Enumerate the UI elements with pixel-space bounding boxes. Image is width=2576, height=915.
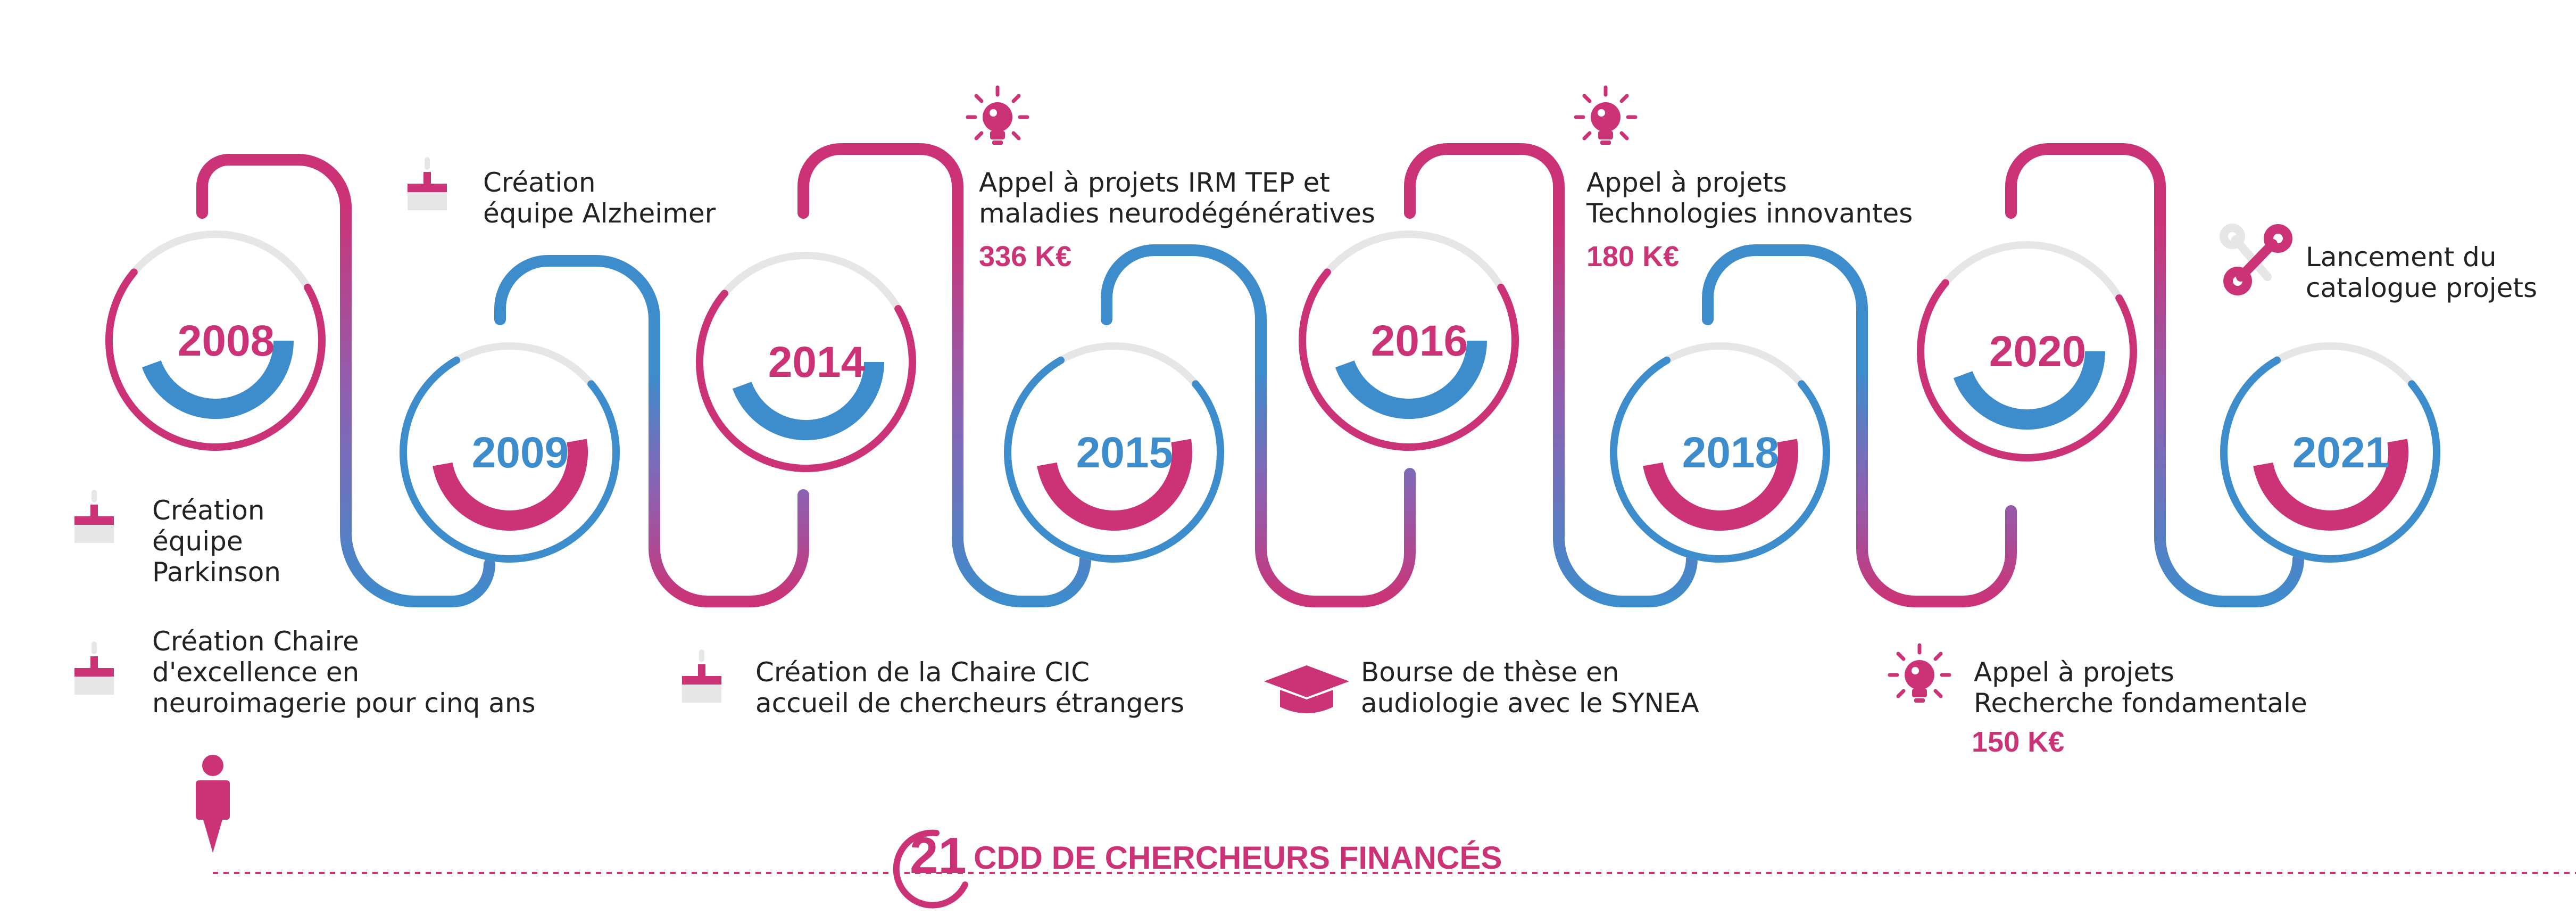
- footer-ring: [893, 829, 968, 909]
- ring-inner-arc: [1643, 439, 1798, 531]
- event-label-2008-chaire: Création Chaire d'excellence en neuroima…: [152, 626, 536, 719]
- path-segment-2009: [494, 255, 660, 378]
- path-segment-drop-6: [1856, 367, 2017, 607]
- year-label: 2015: [1076, 428, 1173, 477]
- ring-inner-arc: [1953, 351, 2105, 430]
- path-segment-2016: [1404, 143, 1565, 229]
- event-label-2008-parkinson: Création équipe Parkinson: [152, 495, 281, 588]
- year-circles: 2008 2009 2014 2015 2016 2018 2020 2021: [105, 230, 2441, 563]
- path-segment-2015: [1101, 244, 1267, 378]
- path-segment-2014: [797, 143, 963, 229]
- year-circle-2008: 2008: [105, 230, 326, 451]
- ring-outer-arc: [1004, 356, 1225, 563]
- year-label: 2009: [472, 428, 569, 477]
- year-circle-2014: 2014: [695, 252, 916, 472]
- path-segment-2018: [1702, 244, 1868, 378]
- ring-outer-arc: [105, 268, 326, 451]
- ring-outer-arc: [400, 356, 620, 563]
- footer-text: CDD DE CHERCHEURS FINANCÉS: [974, 840, 1502, 876]
- event-label-2009: Création équipe Alzheimer: [483, 167, 716, 229]
- tools-icon: [2220, 224, 2292, 295]
- event-amount-2018: 180 K€: [1586, 241, 1679, 273]
- path-segment-2020: [2005, 143, 2166, 229]
- year-circle-2015: 2015: [1004, 342, 1225, 563]
- lightbulb-icon: [968, 87, 1027, 145]
- path-segment-drop-3: [952, 218, 1091, 607]
- lightbulb-icon: [1576, 87, 1635, 145]
- path-segment-drop-1: [340, 202, 495, 607]
- footer-count: 21: [910, 827, 967, 884]
- researcher-icon: [196, 755, 230, 853]
- ring-outer-arc: [1298, 268, 1519, 451]
- year-label: 2016: [1371, 317, 1468, 365]
- year-circle-2016: 2016: [1298, 230, 1519, 451]
- ring-inner-arc: [732, 361, 884, 441]
- year-label: 2018: [1682, 428, 1779, 477]
- ring-inner-arc: [433, 439, 588, 531]
- path-segment-drop-5: [1553, 218, 1698, 607]
- year-label: 2021: [2292, 428, 2389, 477]
- path-segment-drop-7: [2154, 218, 2304, 607]
- path-segment-2008: [196, 154, 352, 219]
- year-circle-2020: 2020: [1916, 241, 2137, 461]
- ring-outer-arc: [1610, 356, 1831, 563]
- ring-inner-arc: [2253, 439, 2408, 531]
- event-amount-2020: 150 K€: [1972, 726, 2064, 758]
- ring-inner-arc: [142, 340, 294, 419]
- event-label-2016: Bourse de thèse en audiologie avec le SY…: [1361, 657, 1699, 719]
- event-label-2014: Création de la Chaire CIC accueil de che…: [755, 657, 1184, 719]
- timeline-path: [196, 143, 2304, 607]
- cake-icon: [74, 641, 114, 695]
- event-label-2021: Lancement du catalogue projets: [2306, 242, 2537, 303]
- event-amount-2015: 336 K€: [979, 241, 1071, 273]
- cake-icon: [408, 157, 447, 210]
- cake-icon: [74, 490, 114, 543]
- year-circle-2009: 2009: [400, 342, 620, 563]
- ring-outer-arc: [1916, 279, 2137, 461]
- year-label: 2020: [1989, 327, 2086, 376]
- ring-inner-arc: [1335, 340, 1487, 419]
- path-segment-drop-4: [1255, 367, 1416, 607]
- event-label-2020: Appel à projets Recherche fondamentale: [1974, 657, 2307, 719]
- ring-inner-arc: [1037, 439, 1192, 531]
- ring-outer-arc: [2220, 356, 2441, 563]
- year-circle-2018: 2018: [1610, 342, 1831, 563]
- lightbulb-icon: [1890, 645, 1949, 703]
- ring-outer-arc: [695, 290, 916, 472]
- year-label: 2014: [768, 338, 866, 386]
- path-segment-drop-2: [649, 367, 809, 607]
- graduation-cap-icon: [1264, 665, 1349, 713]
- year-label: 2008: [178, 317, 275, 365]
- event-label-2018: Appel à projets Technologies innovantes: [1586, 167, 1913, 229]
- cake-icon: [682, 649, 721, 703]
- event-label-2015: Appel à projets IRM TEP et maladies neur…: [979, 167, 1375, 229]
- year-circle-2021: 2021: [2220, 342, 2441, 563]
